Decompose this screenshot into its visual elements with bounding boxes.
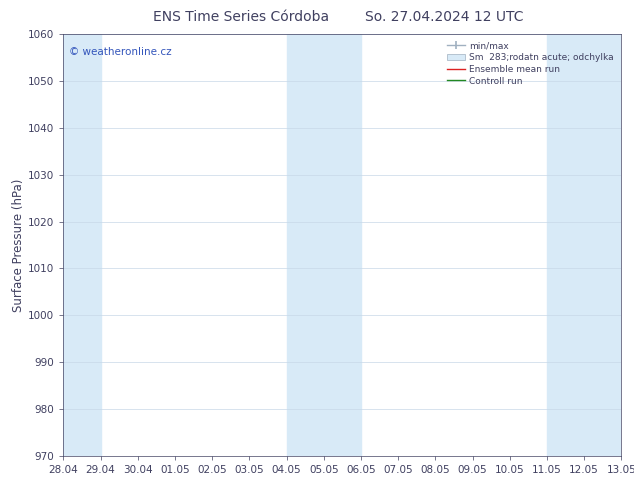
Text: ENS Time Series Córdoba: ENS Time Series Córdoba (153, 10, 329, 24)
Bar (287, 34, 361, 456)
Bar (547, 34, 621, 456)
Bar (63, 34, 101, 456)
Text: So. 27.04.2024 12 UTC: So. 27.04.2024 12 UTC (365, 10, 523, 24)
Legend: min/max, Sm  283;rodatn acute; odchylka, Ensemble mean run, Controll run: min/max, Sm 283;rodatn acute; odchylka, … (444, 39, 617, 88)
Y-axis label: Surface Pressure (hPa): Surface Pressure (hPa) (12, 178, 25, 312)
Text: © weatheronline.cz: © weatheronline.cz (69, 47, 172, 57)
